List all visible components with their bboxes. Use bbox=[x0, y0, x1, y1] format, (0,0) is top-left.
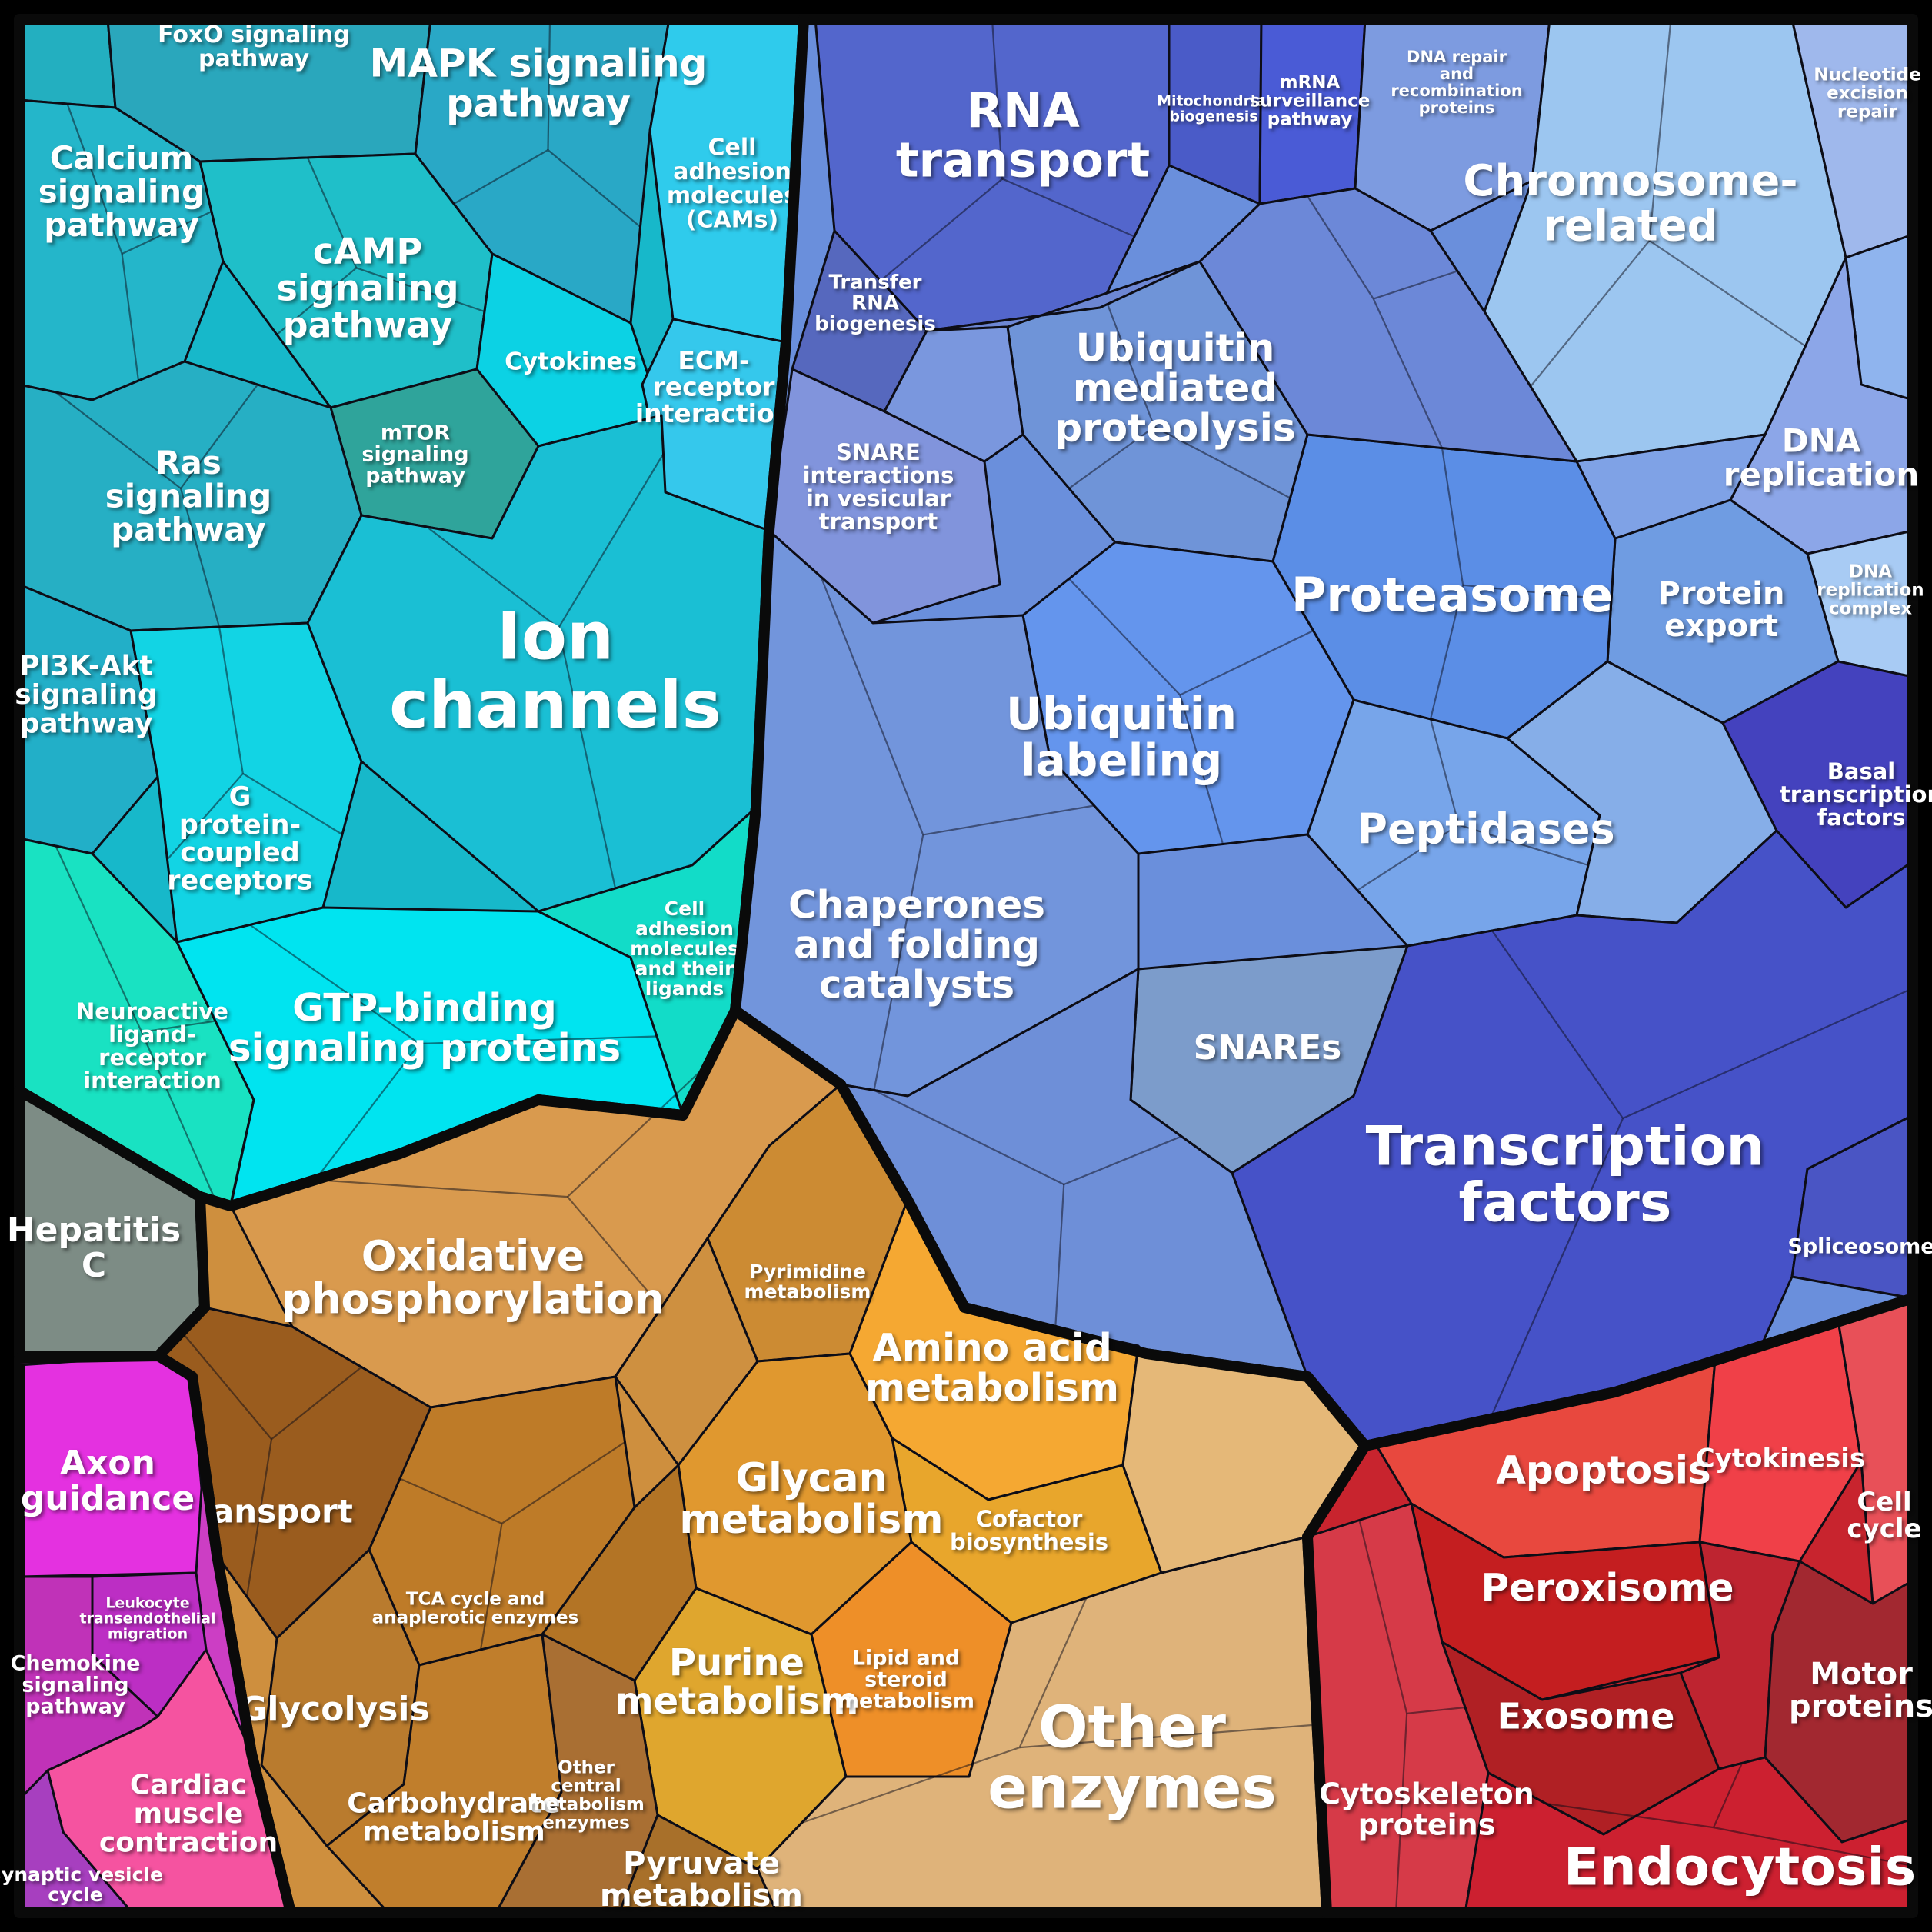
cell-ras-signaling-pathway[interactable] bbox=[18, 360, 363, 632]
region-orange: Oxidative phosphorylationTransportPyrimid… bbox=[153, 1005, 1371, 1918]
cell-mrna-surveillance-pathway[interactable] bbox=[1258, 18, 1367, 205]
cell-cell-adhesion-molecules-cams[interactable] bbox=[648, 18, 805, 344]
cell-blue-filler-7-subdivision-line bbox=[1054, 1184, 1065, 1331]
cell-gtp-binding-signaling-proteins-subdivision-line bbox=[419, 1035, 658, 1045]
cell-calcium-signaling-pathway-subdivision-line bbox=[121, 253, 140, 381]
cell-rna-transport-subdivision-line bbox=[1001, 178, 1135, 238]
cell-gtp-binding-signaling-proteins-subdivision-line bbox=[315, 1043, 421, 1181]
cell-other-enzymes-subdivision-line bbox=[1019, 1724, 1317, 1749]
cell-oxidative-phosphorylation-subdivision-line bbox=[567, 1196, 662, 1308]
region-magenta-border bbox=[14, 1351, 296, 1918]
cell-gtp-binding-signaling-proteins-subdivision-line bbox=[249, 924, 420, 1044]
cell-blue-filler-7-subdivision-line bbox=[874, 1089, 1064, 1185]
cell-oxidative-phosphorylation-subdivision-line bbox=[315, 1178, 568, 1198]
cell-transcription-factors-subdivision-line bbox=[1489, 1118, 1624, 1420]
cell-camp-signaling-pathway-subdivision-line bbox=[276, 267, 358, 335]
cell-blue-filler-4-subdivision-line bbox=[1307, 195, 1374, 300]
cell-g-protein-coupled-receptors-subdivision-line bbox=[218, 626, 244, 774]
cell-neuroactive-ligand-receptor-interaction-subdivision-line bbox=[55, 845, 143, 1033]
cell-blue-filler-5[interactable] bbox=[1575, 433, 1767, 540]
cell-ubiquitin-labeling-subdivision-line bbox=[1179, 695, 1224, 844]
cell-camp-signaling-pathway-subdivision-line bbox=[355, 267, 485, 313]
cell-blue-filler-4[interactable] bbox=[1198, 187, 1578, 463]
cell-tca-cycle-and-anaplerotic-enzymes-subdivision-line bbox=[501, 1441, 626, 1524]
cell-transport-subdivision-line bbox=[271, 1366, 362, 1441]
cell-chaperones-and-folding-catalysts-subdivision-line bbox=[820, 576, 924, 835]
cell-ubiquitin-mediated-proteolysis-subdivision-line bbox=[1068, 426, 1155, 489]
cell-peptidases-subdivision-line bbox=[1458, 824, 1589, 867]
cell-endocytosis-subdivision-line bbox=[1712, 1763, 1744, 1828]
cell-ubiquitin-labeling-subdivision-line bbox=[1068, 578, 1181, 696]
cell-mapk-signaling-pathway-subdivision-line bbox=[453, 149, 549, 205]
cell-cytoskeleton-proteins-subdivision-line bbox=[1394, 1713, 1408, 1914]
cell-ubiquitin-mediated-proteolysis-subdivision-line bbox=[1154, 426, 1291, 499]
cell-proteasome-subdivision-line bbox=[1441, 448, 1464, 585]
cell-rna-transport-subdivision-line bbox=[991, 18, 1004, 179]
cell-ion-channels-subdivision-line bbox=[558, 628, 617, 889]
cell-ion-channels-subdivision-line bbox=[558, 453, 665, 628]
cell-transcription-factors-subdivision-line bbox=[1622, 987, 1914, 1120]
cell-ubiquitin-labeling-subdivision-line bbox=[1179, 630, 1314, 696]
cell-neuroactive-ligand-receptor-interaction-subdivision-line bbox=[142, 1020, 216, 1034]
cell-ras-signaling-pathway-subdivision-line bbox=[179, 488, 221, 628]
cell-transcription-factors-subdivision-line bbox=[1491, 930, 1624, 1119]
cell-blue-filler-4-subdivision-line bbox=[1373, 270, 1458, 300]
cell-ras-signaling-pathway-subdivision-line bbox=[55, 391, 182, 489]
cell-neuroactive-ligand-receptor-interaction-subdivision-line bbox=[141, 1031, 217, 1201]
cell-transport-subdivision-line bbox=[245, 1439, 273, 1597]
cell-other-enzymes-subdivision-line bbox=[801, 1747, 1020, 1824]
cell-orange-filler-2[interactable] bbox=[541, 1464, 698, 1682]
cell-chaperones-and-folding-catalysts-subdivision-line bbox=[873, 834, 924, 1091]
cell-mapk-signaling-pathway-subdivision-line bbox=[547, 18, 551, 151]
cell-tca-cycle-and-anaplerotic-enzymes-subdivision-line bbox=[479, 1523, 503, 1651]
cell-peptidases-subdivision-line bbox=[1429, 718, 1460, 825]
cell-tca-cycle-and-anaplerotic-enzymes-subdivision-line bbox=[399, 1477, 502, 1524]
cell-proteasome-subdivision-line bbox=[1429, 585, 1464, 720]
cell-cytoskeleton-proteins-subdivision-line bbox=[1407, 1706, 1466, 1714]
region-teal: FoxO signaling pathway MAPK signaling pathw… bbox=[14, 14, 809, 1211]
cell-blue-filler-3[interactable] bbox=[883, 325, 1024, 463]
cell-ion-channels-subdivision-line bbox=[426, 526, 559, 629]
cell-calcium-signaling-pathway-subdivision-line bbox=[66, 103, 123, 255]
cell-ubiquitin-mediated-proteolysis-subdivision-line bbox=[1102, 294, 1155, 428]
cell-g-protein-coupled-receptors-subdivision-line bbox=[242, 772, 343, 835]
cell-endocytosis-subdivision-line bbox=[1545, 1802, 1714, 1829]
cell-mapk-signaling-pathway-subdivision-line bbox=[547, 149, 641, 228]
region-red-border bbox=[1302, 1293, 1918, 1918]
cell-g-protein-coupled-receptors-subdivision-line bbox=[166, 773, 244, 861]
cell-rna-transport-subdivision-line bbox=[880, 178, 1004, 281]
cell-transport-subdivision-line bbox=[181, 1331, 272, 1440]
cell-proteasome-subdivision-line bbox=[1463, 584, 1612, 601]
cell-blue-filler-7-subdivision-line bbox=[1063, 1135, 1182, 1186]
cell-axon-guidance[interactable] bbox=[18, 1354, 203, 1578]
cell-cytoskeleton-proteins-subdivision-line bbox=[1358, 1520, 1408, 1714]
cell-teal-corner-nw[interactable] bbox=[18, 18, 117, 109]
cell-oxidative-phosphorylation-subdivision-line bbox=[567, 1062, 710, 1198]
cell-calcium-signaling-pathway-subdivision-line bbox=[122, 211, 212, 255]
cell-ras-signaling-pathway-subdivision-line bbox=[180, 384, 258, 489]
cell-blue-filler-4-subdivision-line bbox=[1372, 298, 1443, 448]
cell-chromosome-related-subdivision-line bbox=[1530, 240, 1651, 388]
cell-peptidases-subdivision-line bbox=[1357, 824, 1460, 891]
cell-endocytosis-subdivision-line bbox=[1713, 1827, 1914, 1867]
cell-camp-signaling-pathway-subdivision-line bbox=[306, 157, 358, 268]
cell-other-enzymes-subdivision-line bbox=[1018, 1597, 1088, 1748]
cell-chaperones-and-folding-catalysts-subdivision-line bbox=[923, 804, 1094, 836]
cell-chromosome-related-subdivision-line bbox=[1648, 239, 1807, 347]
cell-chromosome-related-subdivision-line bbox=[1648, 18, 1672, 241]
